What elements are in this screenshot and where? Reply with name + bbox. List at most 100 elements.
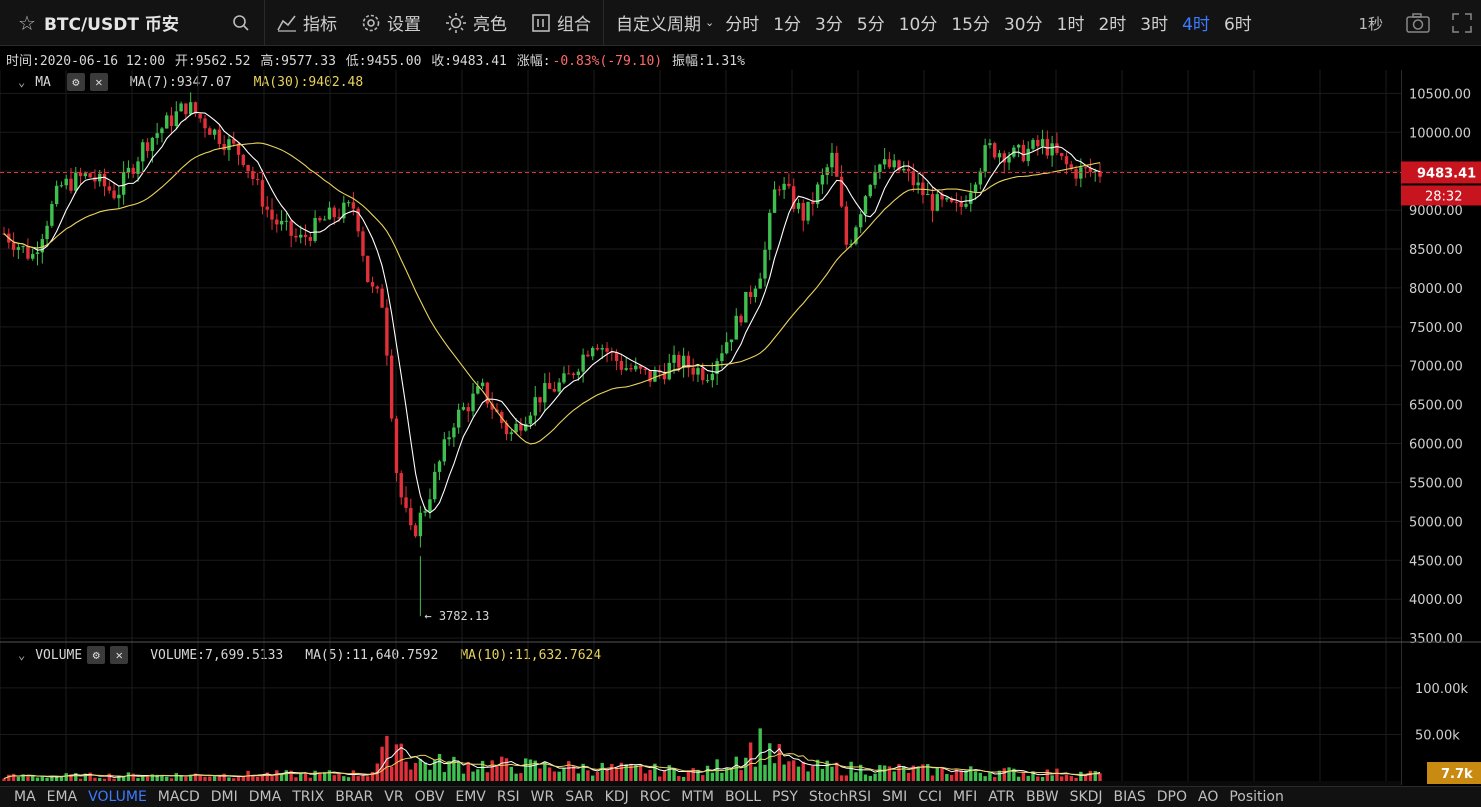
gear-icon[interactable]: ⚙ [66, 73, 85, 91]
candle-body [270, 209, 274, 220]
indicator-tab-ma[interactable]: MA [14, 789, 36, 805]
candle-body [940, 194, 944, 200]
indicator-tab-sar[interactable]: SAR [565, 789, 594, 805]
indicator-tab-bias[interactable]: BIAS [1113, 789, 1146, 805]
indicator-tab-mtm[interactable]: MTM [681, 789, 715, 805]
period-8[interactable]: 2时 [1098, 15, 1127, 35]
camera-icon[interactable] [1405, 12, 1431, 34]
indicator-tab-vr[interactable]: VR [384, 789, 404, 805]
indicator-tab-obv[interactable]: OBV [414, 789, 445, 805]
candle-body [313, 217, 317, 241]
volume-bar [586, 770, 590, 781]
candle-body [165, 115, 169, 129]
volume-bar [193, 773, 198, 781]
candle-body [854, 227, 858, 244]
candle-body [643, 368, 648, 371]
candle-body [614, 352, 619, 361]
indicator-tab-ema[interactable]: EMA [46, 789, 78, 805]
period-6[interactable]: 30分 [1003, 15, 1043, 35]
gear-icon[interactable]: ⚙ [87, 646, 106, 664]
indicator-tab-stochrsi[interactable]: StochRSI [808, 789, 872, 805]
volume-bar [681, 776, 686, 781]
ma7-value: MA(7):9347.07 [129, 74, 232, 90]
indicator-tab-boll[interactable]: BOLL [725, 789, 761, 805]
volume-bar [820, 768, 825, 781]
price-axis[interactable]: 10500.0010000.009500.009000.008500.00800… [1401, 70, 1481, 785]
candle-body [217, 129, 222, 144]
indicator-tab-mfi[interactable]: MFI [952, 789, 978, 805]
indicator-tab-ao[interactable]: AO [1198, 789, 1219, 805]
period-0[interactable]: 分时 [725, 15, 760, 35]
volume-bar [361, 774, 365, 781]
indicator-tab-macd[interactable]: MACD [157, 789, 200, 805]
period-2[interactable]: 3分 [815, 15, 843, 35]
candle-body [112, 190, 116, 199]
period-1[interactable]: 1分 [773, 15, 802, 35]
indicator-tab-atr[interactable]: ATR [988, 789, 1015, 805]
period-list: 分时 1分 3分 5分 10分 15分 30分 1时 2时 3时 4时 6时 [718, 0, 1259, 46]
symbol-selector[interactable]: ☆ BTC/USDT 币安 [0, 0, 265, 46]
volume-bar [993, 777, 997, 781]
indicator-tab-position[interactable]: Position [1229, 789, 1284, 805]
collapse-chevron-icon[interactable]: ⌄ [18, 75, 26, 89]
candle-body [949, 198, 954, 202]
period-7[interactable]: 1时 [1056, 15, 1085, 35]
horizontal-scrollbar[interactable] [0, 781, 1401, 786]
period-10[interactable]: 4时 [1182, 15, 1210, 35]
volume-bar [825, 760, 829, 781]
close-icon[interactable]: ✕ [89, 73, 108, 91]
price-chart[interactable]: ← 3782.13 [0, 70, 1401, 785]
volume-bar [1088, 770, 1093, 781]
indicator-tab-psy[interactable]: PSY [772, 789, 798, 805]
settings-button[interactable]: 设置 [349, 0, 433, 46]
fullscreen-icon[interactable] [1451, 12, 1473, 34]
refresh-interval[interactable]: 1秒 [1358, 14, 1383, 33]
indicator-tab-emv[interactable]: EMV [455, 789, 486, 805]
period-9[interactable]: 3时 [1140, 15, 1169, 35]
close-icon[interactable]: ✕ [110, 646, 129, 664]
indicators-button[interactable]: 指标 [265, 0, 349, 46]
period-11[interactable]: 6时 [1223, 15, 1252, 35]
indicator-tab-dma[interactable]: DMA [248, 789, 282, 805]
volume-bar [638, 765, 643, 781]
indicator-tab-trix[interactable]: TRIX [292, 789, 325, 805]
indicator-tab-dmi[interactable]: DMI [210, 789, 238, 805]
indicator-tab-cci[interactable]: CCI [918, 789, 942, 805]
search-icon[interactable] [232, 14, 250, 32]
volume-bar [906, 772, 911, 781]
volume-bar [758, 728, 762, 781]
theme-button[interactable]: 亮色 [433, 0, 519, 46]
custom-period-button[interactable]: 自定义周期 ⌄ [604, 0, 718, 46]
star-icon[interactable]: ☆ [18, 10, 36, 35]
indicator-tab-skdj[interactable]: SKDJ [1069, 789, 1103, 805]
info-open: 开:9562.52 [174, 54, 251, 69]
volume-bar [131, 773, 135, 781]
candle-body [212, 129, 217, 135]
candle-body [155, 133, 159, 138]
candle-body [1016, 144, 1021, 148]
sun-icon [446, 12, 466, 33]
candle-body [681, 355, 686, 368]
indicator-tab-dpo[interactable]: DPO [1156, 789, 1187, 805]
indicator-tab-kdj[interactable]: KDJ [604, 789, 629, 805]
volume-bar [461, 773, 466, 781]
volume-bar [1093, 771, 1097, 781]
period-3[interactable]: 5分 [856, 15, 885, 35]
volume-bar [117, 775, 121, 781]
period-4[interactable]: 10分 [898, 15, 938, 35]
candle-body [136, 161, 140, 174]
indicator-tab-bbw[interactable]: BBW [1026, 789, 1059, 805]
indicator-tab-rsi[interactable]: RSI [496, 789, 520, 805]
price-tick-label: 9000.00 [1409, 204, 1463, 219]
candle-body [662, 372, 667, 380]
indicator-tab-roc[interactable]: ROC [639, 789, 671, 805]
indicator-tab-smi[interactable]: SMI [882, 789, 908, 805]
candle-body [686, 355, 691, 368]
indicator-tab-brar[interactable]: BRAR [335, 789, 374, 805]
ohlc-info: 时间:2020-06-16 12:00 开:9562.52 高:9577.33 … [6, 50, 747, 69]
period-5[interactable]: 15分 [951, 15, 990, 35]
combine-button[interactable]: 组合 [519, 0, 603, 46]
indicator-tab-volume[interactable]: VOLUME [88, 789, 147, 805]
indicator-tab-wr[interactable]: WR [530, 789, 555, 805]
collapse-chevron-icon[interactable]: ⌄ [18, 648, 26, 662]
